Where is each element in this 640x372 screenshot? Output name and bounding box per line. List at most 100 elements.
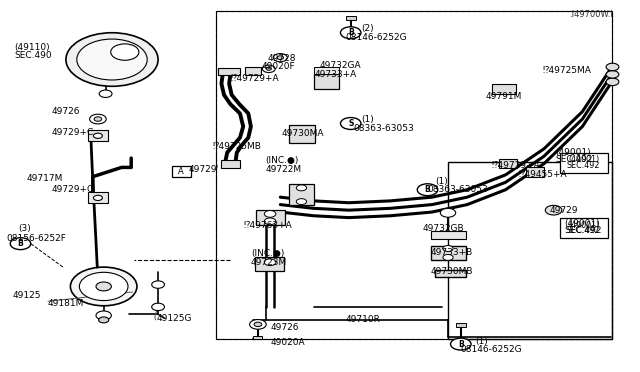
Bar — [256, 210, 285, 225]
Bar — [346, 16, 356, 20]
Text: 49733+A: 49733+A — [315, 70, 357, 79]
Circle shape — [443, 254, 453, 260]
Circle shape — [99, 90, 112, 97]
Text: B: B — [348, 28, 353, 37]
Text: (49001): (49001) — [556, 148, 591, 157]
Text: 49729+C: 49729+C — [51, 128, 93, 137]
Text: 49730MB: 49730MB — [430, 267, 472, 276]
Circle shape — [77, 39, 147, 80]
Bar — [492, 84, 516, 94]
Bar — [448, 162, 612, 339]
Text: (49110): (49110) — [14, 43, 50, 52]
Text: (1): (1) — [475, 337, 488, 346]
Bar — [216, 11, 612, 339]
Circle shape — [152, 281, 164, 288]
Circle shape — [440, 208, 456, 217]
Text: 49125: 49125 — [13, 291, 42, 300]
Circle shape — [606, 78, 619, 86]
Bar — [289, 184, 314, 205]
Circle shape — [443, 246, 453, 251]
Circle shape — [273, 54, 287, 62]
Text: 49730MA: 49730MA — [282, 129, 324, 138]
Text: 49125G: 49125G — [157, 314, 192, 323]
Bar — [435, 270, 466, 277]
Text: 08363-63053: 08363-63053 — [428, 185, 488, 194]
Text: (1): (1) — [362, 115, 374, 124]
Circle shape — [250, 320, 266, 329]
Circle shape — [277, 56, 284, 60]
Text: 49732GA: 49732GA — [320, 61, 362, 70]
Text: 49710R: 49710R — [346, 315, 380, 324]
Circle shape — [264, 259, 276, 266]
Circle shape — [10, 238, 31, 250]
Text: SEC.490: SEC.490 — [14, 51, 52, 60]
Text: .I49700W.I: .I49700W.I — [569, 10, 613, 19]
Text: 49723M: 49723M — [251, 258, 287, 267]
Text: 49728: 49728 — [268, 54, 296, 63]
Bar — [456, 323, 466, 327]
Bar — [499, 159, 517, 168]
Text: 49181M: 49181M — [48, 299, 84, 308]
Bar — [218, 68, 240, 75]
Text: (INC.●): (INC.●) — [266, 156, 299, 165]
Text: (1): (1) — [435, 177, 448, 186]
Circle shape — [451, 338, 471, 350]
Circle shape — [417, 184, 438, 196]
Circle shape — [266, 67, 271, 70]
Text: 49729: 49729 — [549, 206, 578, 215]
Bar — [314, 74, 339, 89]
Bar — [289, 125, 315, 143]
Text: 49726: 49726 — [270, 323, 299, 332]
Text: 49733+B: 49733+B — [430, 248, 472, 257]
Text: SEC.492: SEC.492 — [567, 226, 600, 235]
Circle shape — [93, 195, 102, 201]
Circle shape — [606, 71, 619, 78]
Text: (49001): (49001) — [568, 221, 599, 230]
Text: 49732GB: 49732GB — [422, 224, 464, 233]
Bar — [431, 231, 466, 239]
Text: S: S — [348, 119, 353, 128]
Circle shape — [262, 65, 275, 73]
Circle shape — [340, 27, 361, 39]
Text: 49726: 49726 — [51, 107, 80, 116]
Circle shape — [111, 44, 139, 60]
Circle shape — [296, 185, 307, 191]
Circle shape — [96, 282, 111, 291]
Text: 49729: 49729 — [189, 165, 218, 174]
Circle shape — [66, 33, 158, 86]
Text: A: A — [179, 167, 184, 176]
Text: ⁉49455+A: ⁉49455+A — [518, 170, 567, 179]
Circle shape — [79, 272, 128, 301]
Text: B: B — [425, 185, 430, 194]
Text: ⁉49763+A: ⁉49763+A — [243, 221, 292, 230]
Text: (3): (3) — [18, 224, 31, 233]
Circle shape — [545, 205, 562, 215]
Bar — [88, 192, 108, 203]
Text: (49001): (49001) — [564, 219, 600, 228]
Bar — [255, 257, 284, 271]
Text: 08156-6252F: 08156-6252F — [6, 234, 67, 243]
Bar — [560, 218, 608, 238]
Text: 49020A: 49020A — [270, 338, 305, 347]
Circle shape — [606, 63, 619, 71]
Bar — [526, 167, 544, 177]
Text: (INC.●): (INC.●) — [251, 249, 284, 258]
Text: 08146-6252G: 08146-6252G — [461, 345, 522, 354]
Text: ⁉49729+A: ⁉49729+A — [492, 161, 540, 170]
Circle shape — [99, 317, 109, 323]
Text: 49020F: 49020F — [261, 62, 295, 71]
Text: ⁉49729+A: ⁉49729+A — [230, 74, 279, 83]
Circle shape — [254, 322, 262, 327]
Bar — [314, 67, 339, 74]
Text: ⁉49725MA: ⁉49725MA — [543, 66, 591, 75]
Bar — [172, 166, 191, 177]
Bar — [431, 246, 466, 260]
Circle shape — [96, 311, 111, 320]
Circle shape — [296, 199, 307, 205]
Circle shape — [90, 114, 106, 124]
Text: 08146-6252G: 08146-6252G — [346, 33, 407, 42]
Circle shape — [70, 267, 137, 306]
Text: 49729+C: 49729+C — [51, 185, 93, 194]
Text: 08363-63053: 08363-63053 — [353, 124, 414, 133]
Circle shape — [94, 117, 102, 121]
